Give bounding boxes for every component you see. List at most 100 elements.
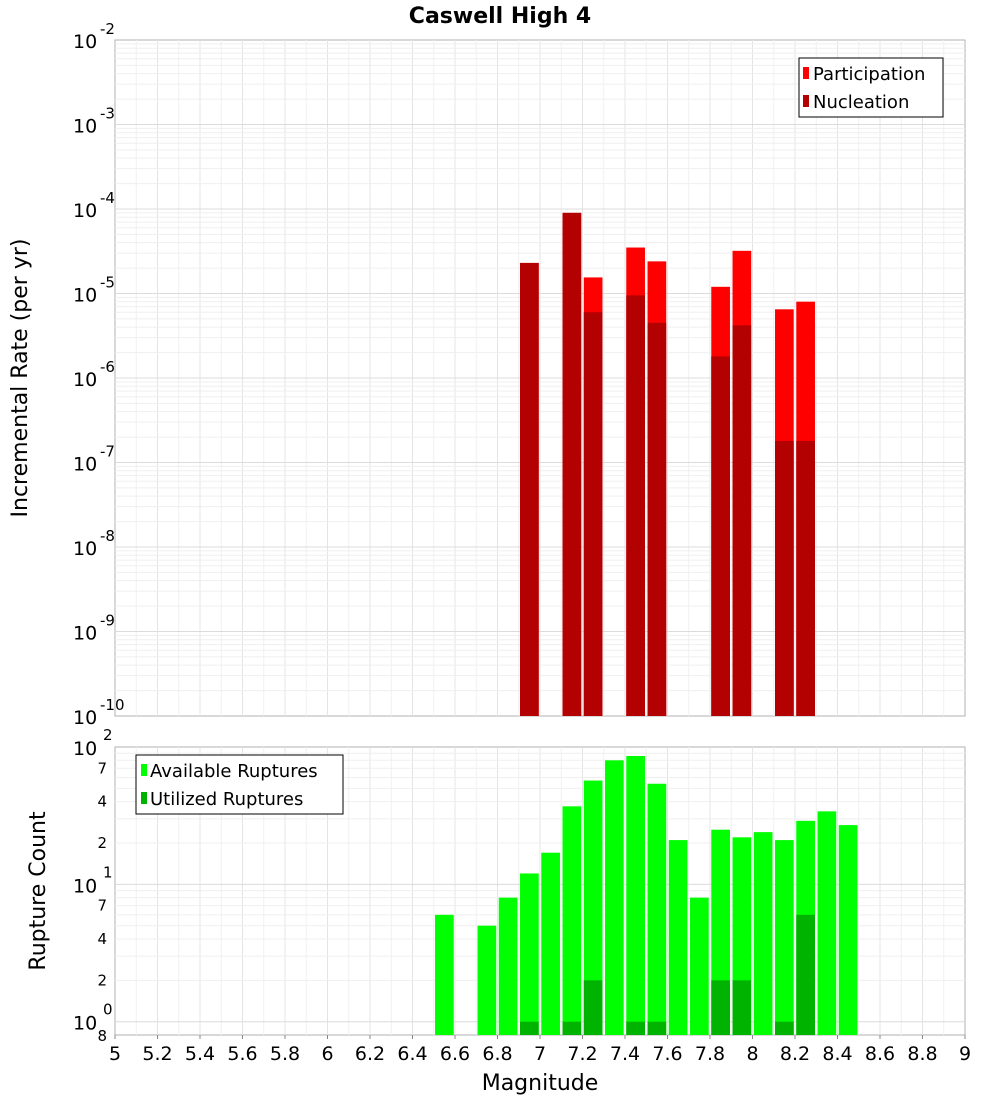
- legend-label-utilized-ruptures: Utilized Ruptures: [150, 789, 303, 810]
- y-tick-base: 10: [73, 1013, 97, 1035]
- y-tick: 10-3: [73, 105, 115, 138]
- legend-swatch-participation: [803, 67, 809, 79]
- y-tick-exponent: -7: [100, 443, 115, 461]
- bar-nucleation: [583, 312, 603, 716]
- legend-label-available-ruptures: Available Ruptures: [150, 761, 318, 782]
- bar-utilized-ruptures: [520, 1021, 539, 1035]
- bar-available-ruptures: [775, 840, 794, 1035]
- rate-bars: [520, 212, 815, 716]
- y-tick-base: 10: [73, 116, 97, 138]
- rate-legend: Participation Nucleation: [798, 57, 944, 118]
- y-tick: 10-10: [73, 696, 125, 729]
- x-tick-label: 6.8: [482, 1043, 512, 1065]
- y-tick: 10 0: [73, 1001, 113, 1035]
- bar-utilized-ruptures: [626, 1021, 645, 1035]
- chart-title: Caswell High 4: [409, 4, 591, 29]
- y-tick-base: 10: [73, 875, 97, 897]
- y-tick-base: 10: [73, 707, 97, 729]
- bar-available-ruptures: [647, 783, 667, 1035]
- x-tick-label: 6.6: [440, 1043, 470, 1065]
- y-tick-exponent: -2: [100, 20, 115, 38]
- x-tick-label: 5.6: [227, 1043, 257, 1065]
- bar-nucleation: [796, 440, 815, 716]
- bar-nucleation: [562, 212, 582, 716]
- y-tick-exponent: -6: [100, 358, 115, 376]
- y-minor-tick-label: 7: [97, 759, 107, 777]
- bar-utilized-ruptures: [732, 980, 752, 1035]
- x-tick-label: 5: [109, 1043, 121, 1065]
- x-tick-label: 6.4: [397, 1043, 427, 1065]
- y-tick: 10-6: [73, 358, 115, 391]
- x-tick-label: 5.8: [270, 1043, 300, 1065]
- bar-utilized-ruptures: [583, 980, 603, 1035]
- legend-label-nucleation: Nucleation: [813, 92, 909, 113]
- count-y-axis-label: Rupture Count: [26, 811, 51, 971]
- bar-available-ruptures: [817, 811, 837, 1035]
- bar-nucleation: [711, 356, 730, 716]
- y-tick-base: 10: [73, 369, 97, 391]
- legend-label-participation: Participation: [813, 64, 925, 85]
- y-tick-base: 10: [73, 200, 97, 222]
- y-minor-tick-label: 8: [97, 1027, 107, 1045]
- y-tick-exponent: -4: [100, 189, 115, 207]
- bar-utilized-ruptures: [562, 1021, 582, 1035]
- x-tick-label: 8: [746, 1043, 758, 1065]
- y-tick-base: 10: [73, 738, 97, 760]
- bar-utilized-ruptures: [775, 1021, 794, 1035]
- y-tick: 10 2: [73, 726, 113, 760]
- rate-legend-box: [798, 57, 944, 118]
- bar-nucleation: [520, 262, 539, 716]
- y-tick-base: 10: [73, 538, 97, 560]
- legend-swatch-utilized-ruptures: [141, 792, 147, 804]
- x-tick-label: 6: [321, 1043, 333, 1065]
- y-minor-tick-label: 4: [97, 930, 107, 948]
- x-tick-label: 6.2: [355, 1043, 385, 1065]
- y-tick-exponent: 1: [103, 863, 113, 881]
- x-tick-label: 7.8: [695, 1043, 725, 1065]
- y-tick: 10-4: [73, 189, 115, 222]
- bar-available-ruptures: [435, 914, 454, 1035]
- y-minor-tick-label: 2: [97, 834, 107, 852]
- count-legend: Available Ruptures Utilized Ruptures: [135, 754, 344, 815]
- x-tick-label: 5.2: [142, 1043, 172, 1065]
- bar-available-ruptures: [668, 840, 688, 1035]
- bar-utilized-ruptures: [796, 914, 815, 1035]
- x-tick-label: 8.4: [822, 1043, 852, 1065]
- bar-available-ruptures: [583, 780, 603, 1035]
- bar-nucleation: [647, 322, 667, 716]
- y-tick-exponent: -8: [100, 527, 115, 545]
- y-tick-base: 10: [73, 31, 97, 53]
- count-y-ticks: 10 0 10 1 10 2 8 2 4 7 2 4 7: [73, 726, 113, 1045]
- y-tick: 10-5: [73, 274, 115, 307]
- legend-swatch-available-ruptures: [141, 764, 147, 776]
- count-bars: [435, 755, 858, 1035]
- y-minor-tick-label: 7: [97, 897, 107, 915]
- bar-utilized-ruptures: [711, 980, 730, 1035]
- x-tick-label: 9: [959, 1043, 971, 1065]
- y-tick-exponent: 0: [103, 1001, 113, 1019]
- legend-swatch-nucleation: [803, 95, 809, 107]
- count-plot: 10 0 10 1 10 2 8 2 4 7 2 4 7 5 5.2 5.4 5.6 5.8 6 6.2 6.4 6.6…: [26, 726, 971, 1096]
- bar-available-ruptures: [477, 925, 497, 1035]
- bar-available-ruptures: [626, 755, 645, 1035]
- x-tick-label: 7.4: [610, 1043, 640, 1065]
- bar-available-ruptures: [838, 825, 858, 1035]
- bar-nucleation: [626, 295, 645, 716]
- y-tick: 10-2: [73, 20, 115, 53]
- bar-available-ruptures: [498, 897, 518, 1035]
- x-tick-label: 5.4: [185, 1043, 215, 1065]
- y-tick-exponent: 2: [103, 726, 113, 744]
- y-minor-tick-label: 4: [97, 793, 107, 811]
- bar-available-ruptures: [562, 806, 582, 1035]
- y-tick: 10-9: [73, 612, 115, 645]
- x-tick-label: 7: [534, 1043, 546, 1065]
- x-axis-label: Magnitude: [482, 1071, 599, 1096]
- y-tick-exponent: -5: [100, 274, 115, 292]
- bar-available-ruptures: [690, 897, 709, 1035]
- bar-nucleation: [775, 440, 794, 716]
- y-minor-tick-label: 2: [97, 971, 107, 989]
- bar-available-ruptures: [605, 760, 624, 1035]
